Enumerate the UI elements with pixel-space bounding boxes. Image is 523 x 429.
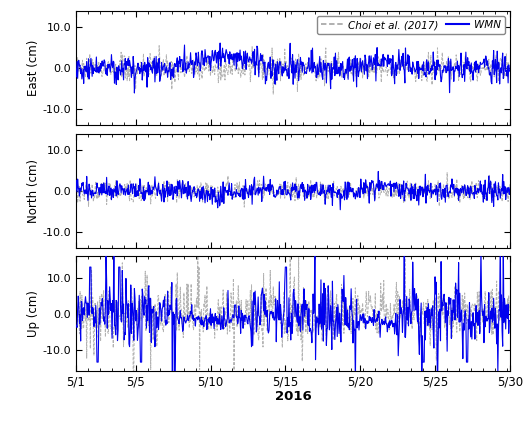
Y-axis label: North (cm): North (cm) bbox=[27, 159, 40, 223]
Legend: Choi et al. (2017), WMN: Choi et al. (2017), WMN bbox=[316, 16, 505, 34]
Y-axis label: Up (cm): Up (cm) bbox=[27, 290, 40, 337]
Y-axis label: East (cm): East (cm) bbox=[27, 40, 40, 96]
X-axis label: 2016: 2016 bbox=[275, 390, 311, 403]
